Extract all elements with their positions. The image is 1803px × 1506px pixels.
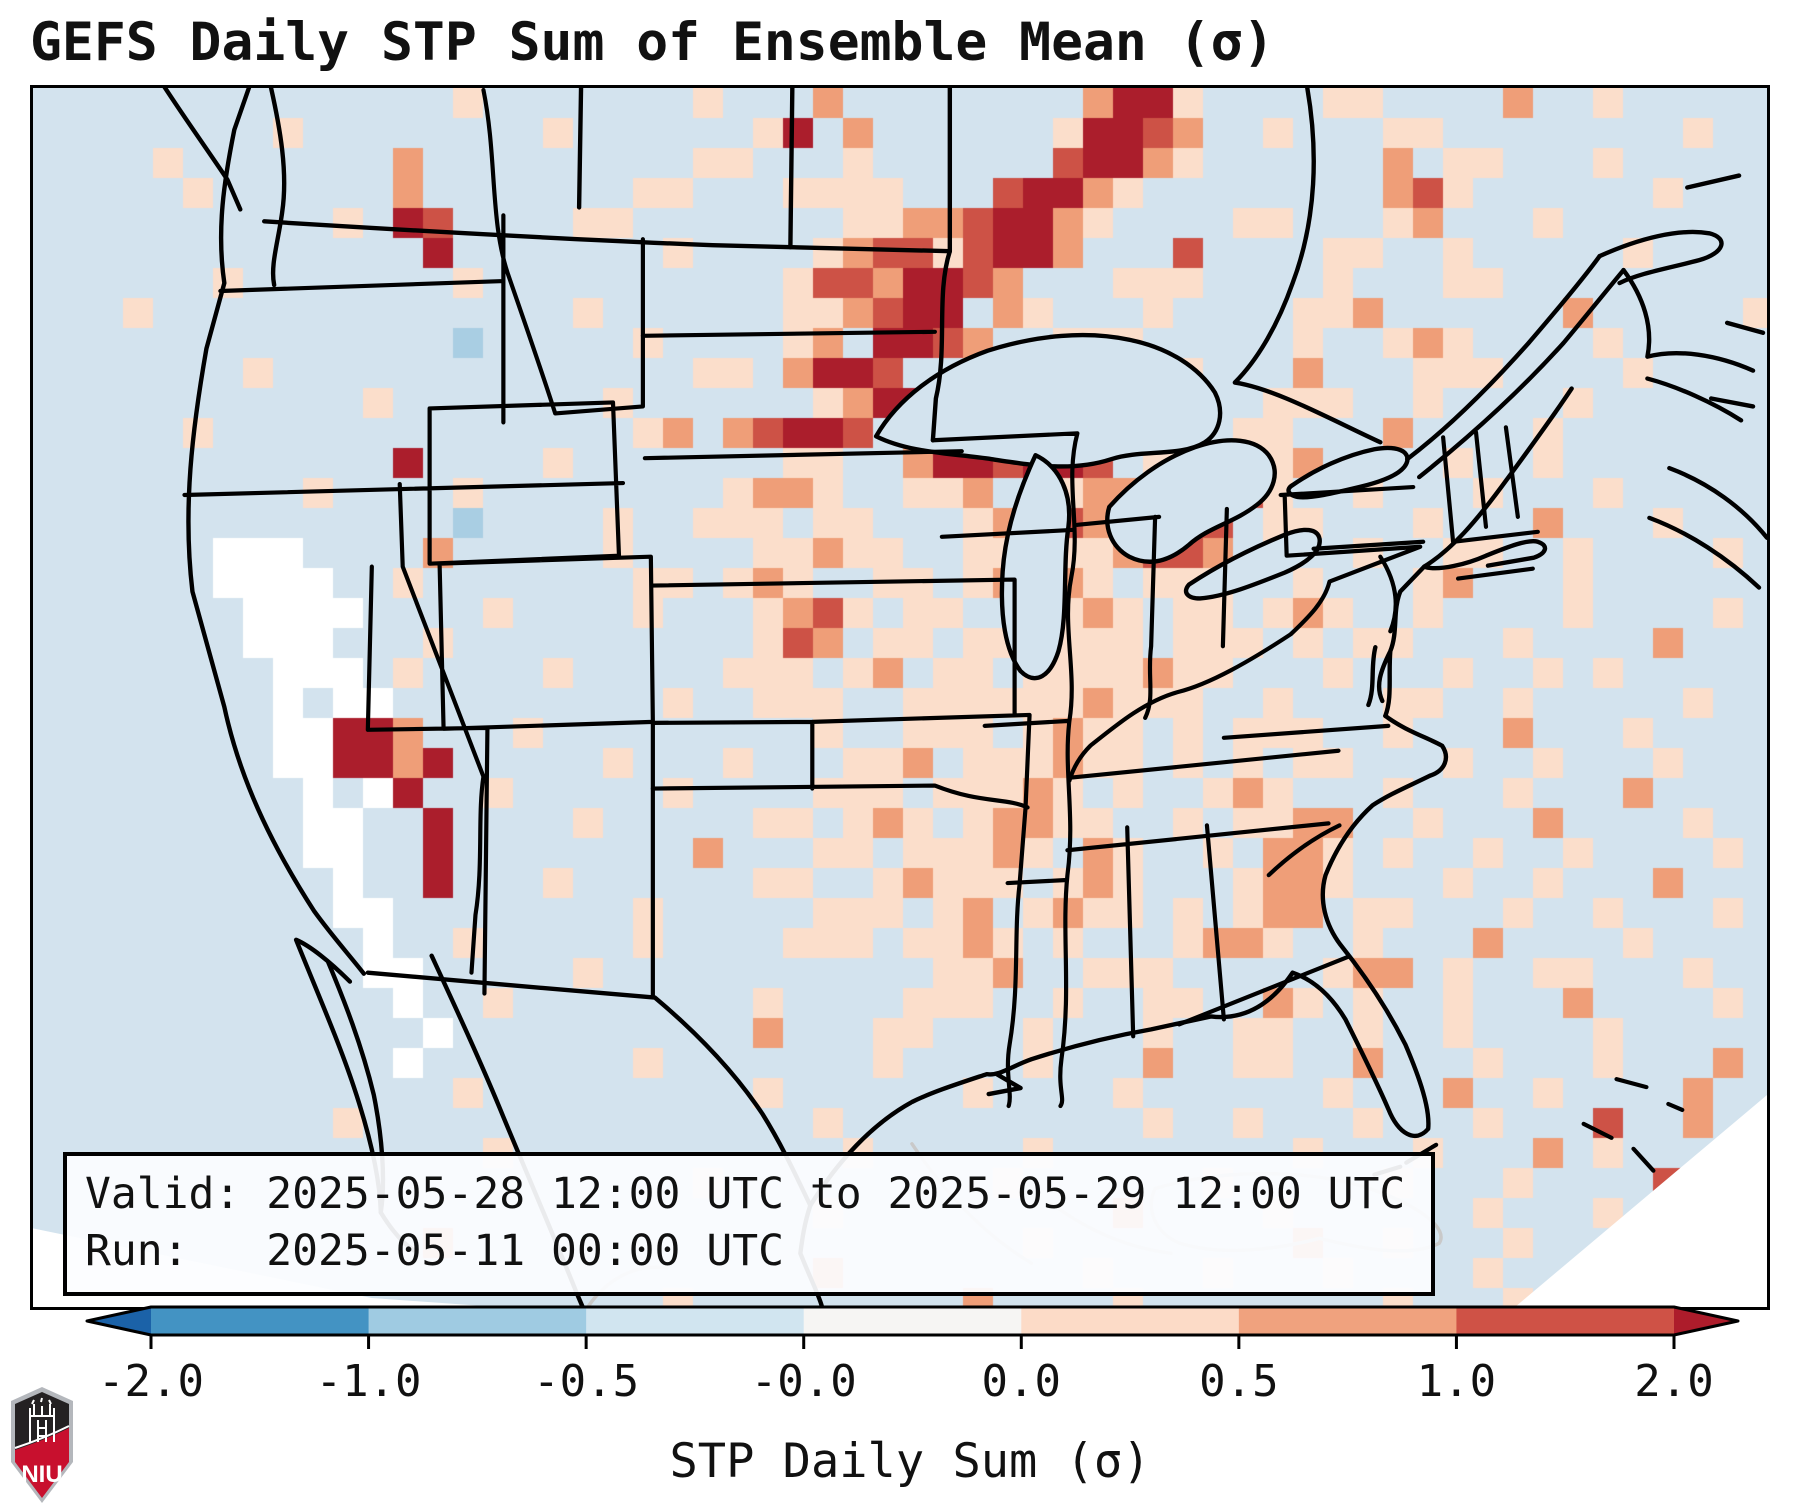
colorbar-segment xyxy=(586,1307,805,1335)
colorbar-tick-label: 1.0 xyxy=(1416,1356,1497,1407)
valid-time-line: Valid: 2025-05-28 12:00 UTC to 2025-05-2… xyxy=(85,1169,1406,1219)
logo-red-band xyxy=(15,1428,69,1498)
castle-icon xyxy=(29,1397,55,1442)
colorbar-segment xyxy=(803,1307,1023,1335)
colorbar-tick-label: 0.5 xyxy=(1199,1356,1279,1407)
map-boundaries-svg xyxy=(33,88,1767,1307)
valid-run-info-box: Valid: 2025-05-28 12:00 UTC to 2025-05-2… xyxy=(63,1152,1435,1296)
logo-band-highlight xyxy=(14,1425,70,1449)
colorbar-right-arrow xyxy=(1673,1307,1738,1335)
colorbar-tick-label: -2.0 xyxy=(98,1356,204,1407)
colorbar-segment xyxy=(151,1307,370,1335)
colorbar-segment xyxy=(1456,1307,1675,1335)
map-panel: Valid: 2025-05-28 12:00 UTC to 2025-05-2… xyxy=(30,85,1770,1310)
colorbar-axis-label: STP Daily Sum (σ) xyxy=(669,1434,1151,1489)
colorbar-tick-label: -0.0 xyxy=(750,1356,857,1407)
figure-title: GEFS Daily STP Sum of Ensemble Mean (σ) xyxy=(30,12,1275,73)
colorbar-segment xyxy=(368,1307,587,1335)
colorbar-tick-label: -1.0 xyxy=(315,1356,422,1407)
logo-niu-text: NIU xyxy=(21,1461,62,1488)
colorbar xyxy=(85,1305,1740,1349)
colorbar-segment xyxy=(1021,1307,1240,1335)
colorbar-tick-label: 2.0 xyxy=(1634,1356,1714,1407)
colorbar-tick-label: 0.0 xyxy=(981,1356,1062,1407)
great-lakes xyxy=(873,332,1410,681)
colorbar-segment xyxy=(1238,1307,1458,1335)
heatmap-grid-canvas xyxy=(33,88,1767,1307)
colorbar-tick-label: -0.5 xyxy=(533,1356,640,1407)
coastlines xyxy=(162,88,1767,1307)
niu-logo: NIU xyxy=(11,1387,73,1503)
run-time-line: Run: 2025-05-11 00:00 UTC xyxy=(85,1225,784,1276)
colorbar-left-arrow xyxy=(87,1307,151,1335)
